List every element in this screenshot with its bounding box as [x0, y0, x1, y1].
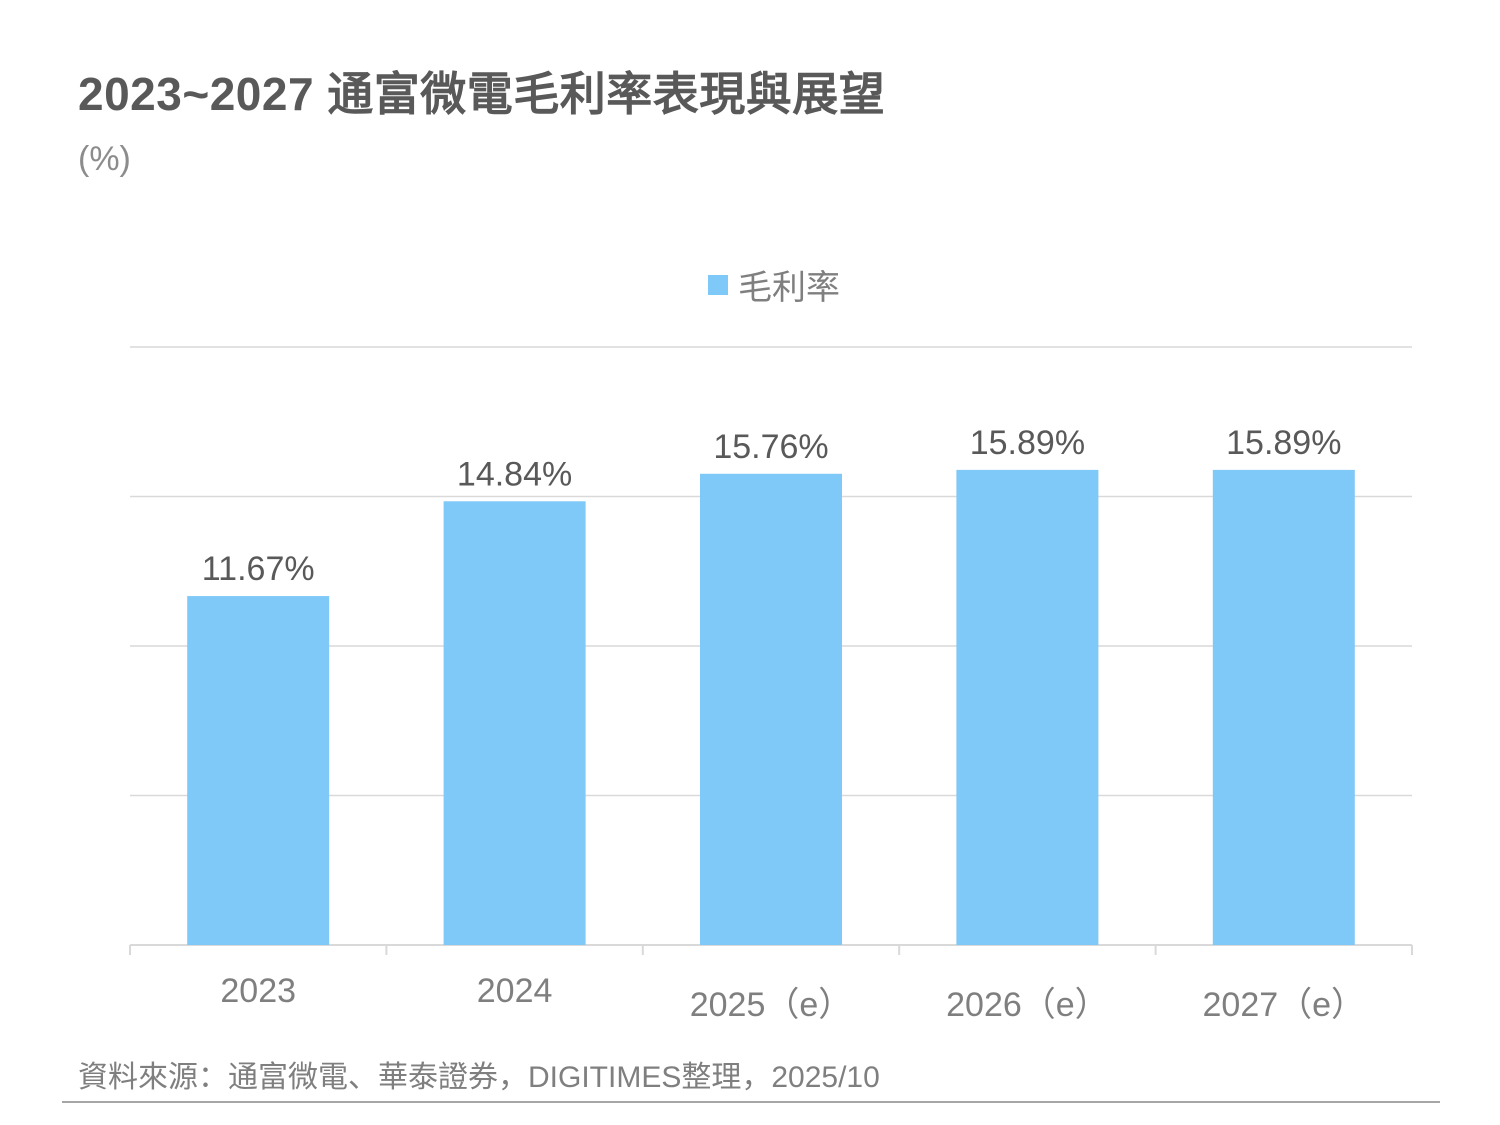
- x-tick-label: 2025（e）: [690, 986, 853, 1024]
- legend-label: 毛利率: [738, 269, 840, 307]
- x-tick-label: 2023: [220, 972, 296, 1010]
- data-label: 14.84%: [457, 455, 572, 493]
- y-unit-label: (%): [78, 140, 131, 178]
- x-tick-label: 2026（e）: [946, 986, 1109, 1024]
- bar-2024: [443, 501, 586, 945]
- data-label: 15.76%: [713, 428, 828, 466]
- source-note: 資料來源：通富微電、華泰證券，DIGITIMES整理，2025/10: [78, 1061, 880, 1094]
- legend-swatch: [708, 274, 728, 295]
- bar-2025（e）: [700, 473, 842, 945]
- legend: 毛利率: [708, 260, 840, 309]
- data-label: 15.89%: [1226, 424, 1341, 462]
- bar-2023: [187, 596, 330, 945]
- footer-divider: [62, 1101, 1440, 1103]
- data-label: 15.89%: [970, 424, 1085, 462]
- bar-2026（e）: [956, 469, 1099, 945]
- chart-title: 2023~2027 通富微電毛利率表現與展望: [78, 68, 886, 120]
- x-tick-label: 2027（e）: [1203, 986, 1366, 1024]
- x-tick-label: 2024: [477, 972, 553, 1010]
- data-label: 11.67%: [202, 550, 315, 588]
- bar-2027（e）: [1212, 469, 1355, 945]
